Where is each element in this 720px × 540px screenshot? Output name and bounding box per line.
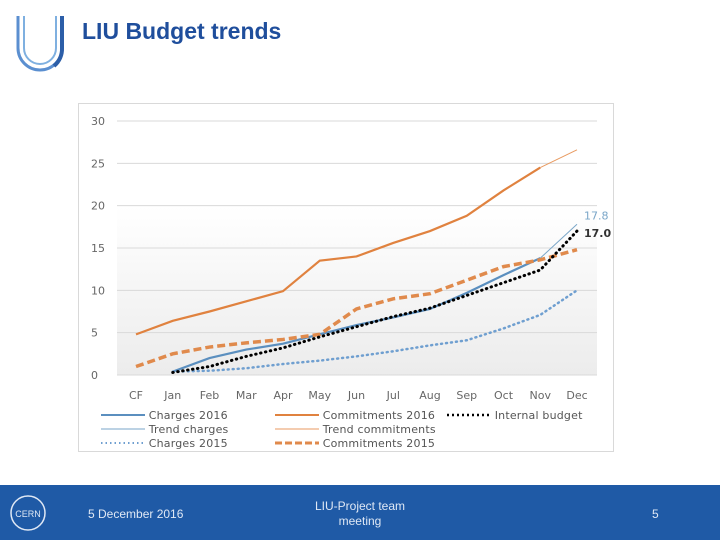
legend-charges-2016: Charges 2016 bbox=[101, 409, 228, 422]
x-tick-label: Jun bbox=[347, 389, 365, 402]
y-tick-label: 15 bbox=[91, 242, 105, 255]
x-tick-label: Sep bbox=[456, 389, 477, 402]
series-line-internal-budget bbox=[171, 229, 579, 374]
line-chart: 0 5 10 15 20 25 30 CF Jan Feb Mar Apr May Jun Jul Aug Se… bbox=[91, 115, 611, 402]
x-tick-label: Apr bbox=[273, 389, 293, 402]
x-tick-label: Nov bbox=[530, 389, 552, 402]
series-line-commitments-2015 bbox=[135, 248, 578, 369]
y-tick-label: 0 bbox=[91, 369, 98, 382]
svg-text:CERN: CERN bbox=[15, 509, 41, 519]
page-number: 5 bbox=[652, 507, 659, 521]
x-tick-label: Aug bbox=[419, 389, 440, 402]
footer-meeting: LIU-Project team meeting bbox=[314, 499, 406, 528]
series-line-trend-commitments bbox=[540, 149, 578, 169]
x-tick-label: Jan bbox=[163, 389, 181, 402]
footer-date: 5 December 2016 bbox=[88, 507, 184, 521]
legend-commitments-2015: Commitments 2015 bbox=[275, 437, 436, 450]
liu-logo bbox=[16, 16, 64, 72]
chart-frame: 0 5 10 15 20 25 30 CF Jan Feb Mar Apr May Jun Jul Aug Se… bbox=[78, 103, 614, 452]
x-tick-label: Jul bbox=[386, 389, 400, 402]
y-tick-label: 10 bbox=[91, 284, 105, 297]
y-tick-label: 25 bbox=[91, 157, 105, 170]
cern-logo: CERN bbox=[10, 495, 46, 531]
y-tick-label: 30 bbox=[91, 115, 105, 128]
legend-commitments-2016: Commitments 2016 bbox=[275, 409, 436, 422]
legend-trend-charges: Trend charges bbox=[101, 423, 229, 436]
series-line-charges-2016 bbox=[172, 257, 541, 373]
legend-internal-budget: Internal budget bbox=[447, 409, 583, 422]
data-label-trend-charges: 17.8 bbox=[584, 209, 609, 222]
data-label-internal-budget: 17.0 bbox=[584, 227, 611, 240]
legend-trend-commitments: Trend commitments bbox=[275, 423, 436, 436]
footer: CERN 5 December 2016 LIU-Project team me… bbox=[0, 485, 720, 540]
y-tick-label: 20 bbox=[91, 200, 105, 213]
x-tick-label: Mar bbox=[236, 389, 257, 402]
series-line-charges-2015 bbox=[171, 289, 579, 373]
legend-charges-2015: Charges 2015 bbox=[101, 437, 228, 450]
x-tick-label: CF bbox=[129, 389, 143, 402]
x-tick-label: Feb bbox=[200, 389, 219, 402]
x-tick-label: Dec bbox=[566, 389, 587, 402]
series-line-commitments-2016 bbox=[135, 166, 541, 336]
x-tick-label: May bbox=[308, 389, 331, 402]
page-title: LIU Budget trends bbox=[82, 18, 282, 44]
x-tick-label: Oct bbox=[494, 389, 514, 402]
y-tick-label: 5 bbox=[91, 327, 98, 340]
series-line-trend-charges bbox=[539, 223, 578, 259]
